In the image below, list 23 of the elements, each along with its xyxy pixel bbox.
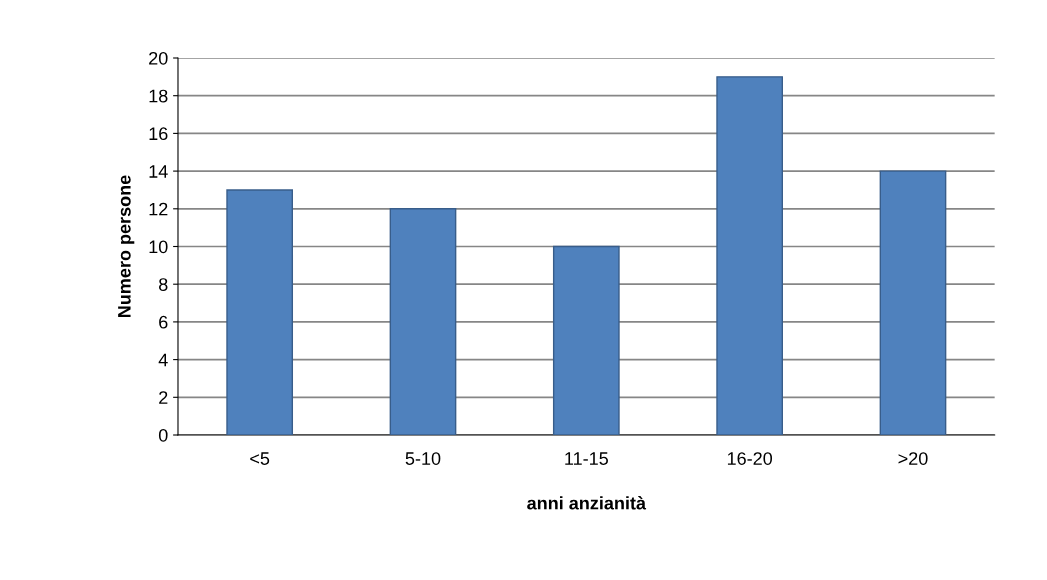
y-tick-label: 12 (149, 202, 168, 216)
y-tick-label: 8 (159, 278, 168, 291)
bar (389, 208, 457, 435)
y-tick-label: 18 (149, 89, 168, 103)
bar (716, 76, 784, 435)
x-tick-label: 11-15 (565, 452, 608, 465)
y-tick-label: 14 (149, 165, 168, 178)
y-tick-label: 2 (159, 391, 168, 404)
y-tick-label: 6 (159, 315, 168, 329)
bar (552, 245, 620, 435)
y-tick-label: 0 (158, 428, 168, 442)
x-tick-label: <5 (250, 452, 270, 465)
x-tick-label: >20 (898, 452, 928, 465)
bar (879, 170, 947, 435)
y-tick-label: 16 (149, 127, 168, 141)
y-axis-title: Numero persone (118, 175, 135, 318)
x-tick-label: 16-20 (727, 452, 773, 465)
y-tick-label: 4 (158, 353, 168, 367)
x-axis-title: anni anzianità (527, 496, 647, 510)
bar (226, 189, 294, 435)
y-tick-label: 20 (149, 51, 168, 65)
y-tick-label: 10 (149, 240, 168, 254)
x-tick-label: 5-10 (405, 452, 441, 465)
